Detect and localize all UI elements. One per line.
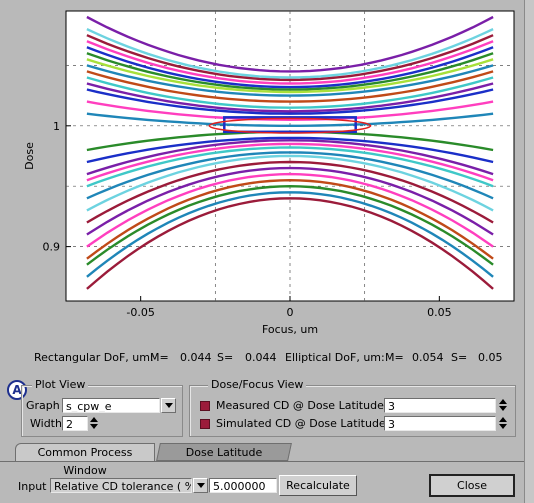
upper-curve	[86, 34, 494, 82]
lower-curve	[86, 197, 494, 290]
dose-focus-view-title: Dose/Focus View	[208, 378, 307, 391]
upper-curve	[86, 15, 494, 73]
measured-label: Measured CD @ Dose Latitude, %	[216, 399, 402, 412]
x-tick-label: 0.05	[427, 306, 452, 319]
dof-ellipse	[208, 117, 372, 134]
rect-dof-label: Rectangular DoF, um:	[34, 351, 154, 364]
lower-curve	[86, 136, 494, 164]
dof-readout-row: Rectangular DoF, um: M= 0.044 S= 0.044 E…	[0, 348, 524, 366]
lower-curve	[86, 139, 494, 176]
lower-curve	[86, 154, 494, 212]
stepper-up-icon[interactable]	[90, 417, 98, 422]
stepper-up-icon[interactable]	[499, 399, 507, 404]
upper-curve	[86, 52, 494, 91]
window-right-frame	[524, 0, 534, 503]
input-type-dropdown-button[interactable]	[193, 478, 208, 493]
ell-dof-s-label: S=	[451, 351, 468, 364]
rect-dof-s-label: S=	[217, 351, 234, 364]
y-axis-label: Dose	[23, 142, 36, 170]
dof-rectangle	[223, 116, 357, 134]
recalculate-button[interactable]: Recalculate	[279, 475, 357, 496]
stepper-up-icon[interactable]	[499, 417, 507, 422]
width-label: Width	[30, 417, 62, 430]
tab-common-process-window[interactable]: Common Process Window	[15, 443, 155, 477]
stepper-down-icon[interactable]	[499, 424, 507, 429]
rect-dof-m-value: 0.044	[180, 351, 212, 364]
graph-dropdown-button[interactable]	[161, 398, 176, 413]
simulated-color-swatch	[200, 419, 210, 429]
lower-curve	[86, 160, 494, 224]
ell-dof-m-value: 0.054	[412, 351, 444, 364]
lower-curve	[86, 151, 494, 200]
measured-color-swatch	[200, 401, 210, 411]
ell-dof-m-label: M=	[385, 351, 404, 364]
plot-view-group: Plot View Graph s_cpw_e Width 2	[21, 378, 183, 437]
stepper-down-icon[interactable]	[499, 406, 507, 411]
simulated-label: Simulated CD @ Dose Latitude, %	[216, 417, 404, 430]
upper-curve	[86, 76, 494, 109]
width-stepper[interactable]	[89, 416, 99, 431]
graph-label: Graph	[26, 399, 60, 412]
ell-dof-label: Elliptical DoF, um:	[285, 351, 385, 364]
upper-curve	[86, 70, 494, 103]
lower-curve	[86, 191, 494, 278]
x-tick-label: -0.05	[126, 306, 154, 319]
tab-dose-latitude[interactable]: Dose Latitude	[156, 443, 292, 461]
rect-dof-s-value: 0.044	[245, 351, 277, 364]
simulated-stepper[interactable]	[498, 416, 508, 431]
lower-curve	[86, 142, 494, 182]
x-axis-label: Focus, um	[262, 323, 318, 336]
dose-focus-view-group: Dose/Focus View Measured CD @ Dose Latit…	[189, 378, 516, 437]
chart-panel: -0.05 0 0.05 0.9 1 Focus, um Dose	[23, 10, 515, 336]
upper-curve	[86, 112, 494, 127]
measured-field[interactable]: 3	[384, 398, 496, 413]
curves	[86, 15, 494, 290]
lower-curve	[86, 172, 494, 248]
input-label: Input	[18, 480, 47, 493]
upper-curve	[86, 88, 494, 115]
simulated-field[interactable]: 3	[384, 416, 496, 431]
lower-curve	[86, 178, 494, 260]
upper-curve	[86, 28, 494, 79]
upper-curve	[86, 82, 494, 113]
process-window-chart: -0.05 0 0.05 0.9 1 Focus, um Dose	[23, 10, 515, 336]
lower-curve	[86, 166, 494, 236]
input-value-field[interactable]: 5.000000	[209, 478, 277, 493]
y-tick-label: 1	[53, 120, 60, 133]
plot-view-title: Plot View	[32, 378, 89, 391]
close-button[interactable]: Close	[429, 474, 515, 497]
upper-curve	[86, 46, 494, 89]
upper-curve	[86, 100, 494, 122]
tab-bar-baseline	[0, 461, 524, 462]
axes: -0.05 0 0.05 0.9 1	[43, 120, 452, 319]
upper-curve	[86, 64, 494, 97]
y-tick-label: 0.9	[43, 241, 61, 254]
rect-dof-m-label: M=	[150, 351, 169, 364]
input-type-select[interactable]: Relative CD tolerance ( %)	[50, 478, 192, 493]
lower-curve	[86, 146, 494, 188]
ell-dof-s-value: 0.05	[478, 351, 503, 364]
stepper-down-icon[interactable]	[90, 424, 98, 429]
measured-stepper[interactable]	[498, 398, 508, 413]
x-tick-label: 0	[287, 306, 294, 319]
upper-curve	[86, 58, 494, 94]
graph-select[interactable]: s_cpw_e	[62, 398, 160, 413]
lower-curve	[86, 184, 494, 266]
tab-dose-latitude-label: Dose Latitude	[185, 446, 263, 459]
width-field[interactable]: 2	[62, 416, 88, 431]
upper-curve	[86, 40, 494, 85]
